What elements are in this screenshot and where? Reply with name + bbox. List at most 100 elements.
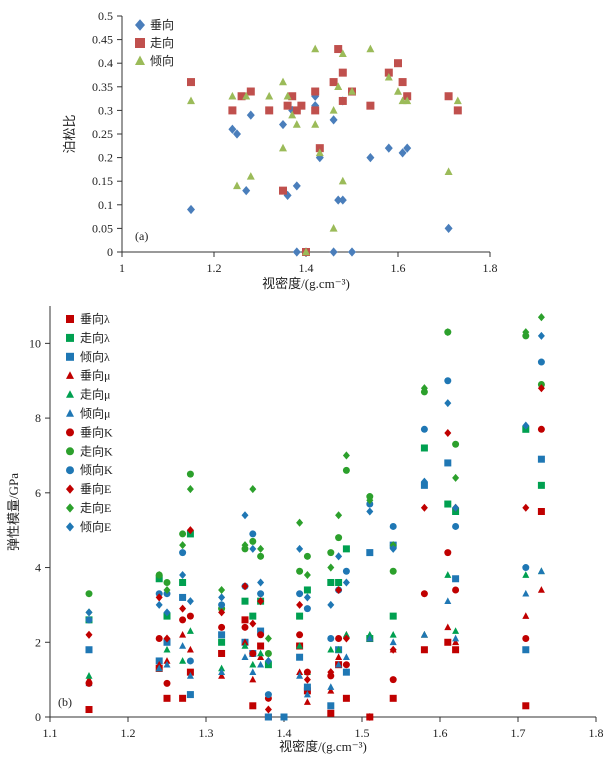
panel-a-data-point — [444, 223, 453, 233]
panel-b-data-point — [155, 600, 163, 609]
panel-b-data-point — [257, 649, 265, 657]
panel-b-series-5 — [85, 567, 545, 698]
panel-b-data-point — [389, 694, 397, 702]
panel-a-y-tick-label: 0 — [107, 245, 113, 259]
panel-b-data-point — [389, 645, 397, 654]
panel-b-data-point — [420, 425, 428, 433]
panel-b-data-point — [452, 586, 460, 594]
panel-b-data-point — [537, 586, 545, 593]
panel-a-y-tick-label: 0.2 — [98, 151, 113, 165]
panel-b-data-point — [163, 660, 171, 668]
panel-b-data-point — [452, 638, 460, 646]
panel-a-data-point — [384, 68, 393, 77]
panel-a-data-point — [187, 96, 195, 105]
panel-b-series-6 — [85, 425, 545, 721]
panel-b-data-point — [163, 578, 171, 586]
panel-b-data-point — [85, 608, 93, 617]
panel-b-data-point — [296, 600, 304, 609]
panel-a-chart: 1 1.2 1.4 1.6 1.8 0 0.05 0.1 0.15 0.2 0.25 0.3 0.35 0… — [62, 9, 498, 291]
panel-b-data-point — [186, 470, 194, 478]
panel-b-data-point — [280, 713, 288, 721]
panel-b-x-tick-label: 1.7 — [511, 726, 526, 740]
panel-a-data-point — [394, 59, 402, 68]
panel-b-data-point — [366, 630, 374, 638]
panel-b-data-point — [218, 593, 226, 602]
panel-b-data-point — [257, 544, 265, 553]
panel-b-data-point — [444, 638, 452, 646]
panel-b-data-point — [537, 425, 545, 433]
panel-b-data-point — [342, 630, 350, 638]
panel-b-data-point — [249, 619, 257, 628]
panel-b-data-point — [444, 597, 452, 604]
panel-a-y-tick-label: 0.15 — [92, 174, 113, 188]
panel-b-data-point — [366, 496, 374, 505]
panel-b-data-point — [249, 537, 257, 545]
panel-b-data-point — [257, 631, 265, 639]
panel-b-x-tick-label: 1.1 — [43, 726, 58, 740]
panel-a-y-tick-label: 0.25 — [92, 127, 113, 141]
panel-b-data-point — [241, 638, 249, 646]
panel-b-y-tick-label: 2 — [35, 635, 41, 649]
panel-b-data-point — [249, 649, 257, 657]
panel-a-data-point — [329, 115, 338, 125]
panel-a-data-point — [228, 106, 237, 115]
panel-b-data-point — [444, 429, 452, 438]
panel-b-series-0 — [85, 508, 545, 721]
panel-a-data-point — [394, 87, 402, 95]
panel-b-data-point — [218, 631, 226, 639]
panel-b-x-tick-label: 1.5 — [355, 726, 370, 740]
panel-b-data-point — [218, 608, 226, 617]
panel-b-data-point — [264, 713, 272, 721]
panel-b-data-point — [163, 657, 171, 664]
panel-b-data-point — [257, 590, 265, 598]
panel-b-data-point — [296, 544, 304, 553]
panel-b-data-point — [241, 597, 249, 605]
panel-b-data-point — [296, 653, 304, 661]
panel-b-data-point — [522, 702, 530, 710]
panel-b-series-9 — [85, 384, 545, 722]
panel-b-data-point — [85, 646, 93, 654]
panel-b-data-point — [264, 691, 272, 699]
panel-b-data-point — [327, 668, 335, 677]
panel-b-y-tick-label: 4 — [35, 561, 41, 575]
panel-b-series-7 — [85, 328, 545, 657]
panel-a-data-point — [366, 44, 375, 53]
panel-b-data-point — [366, 507, 374, 516]
panel-b-data-point — [264, 649, 272, 657]
panel-b-data-point — [179, 541, 187, 550]
panel-a-data-point — [338, 68, 347, 77]
panel-b-data-point — [452, 522, 460, 530]
panel-a-data-point — [453, 96, 462, 105]
panel-b-data-point — [420, 630, 428, 638]
panel-a-data-point — [288, 110, 297, 119]
panel-a-legend-label: 倾向 — [150, 53, 174, 68]
panel-a-data-point — [384, 72, 393, 81]
panel-a-data-point — [265, 91, 274, 100]
panel-b-data-point — [335, 578, 343, 586]
panel-b-legend-marker — [66, 390, 74, 398]
panel-a-data-point — [338, 49, 347, 57]
panel-b-data-point — [218, 623, 226, 631]
panel-a-x-tick-label: 1 — [119, 261, 125, 275]
panel-b-data-point — [155, 570, 163, 580]
panel-b-data-point — [327, 549, 335, 557]
panel-b-data-point — [452, 440, 460, 448]
panel-a-data-point — [292, 247, 301, 257]
panel-b-data-point — [257, 660, 265, 668]
panel-a-data-point — [279, 186, 287, 195]
panel-b-data-point — [218, 601, 226, 609]
panel-a-legend-marker — [135, 38, 145, 48]
panel-b-data-point — [179, 593, 187, 601]
panel-a-data-point — [366, 101, 375, 110]
panel-b-data-point — [303, 552, 311, 560]
panel-b-data-point — [444, 571, 452, 578]
panel-b-data-point — [257, 578, 265, 587]
panel-b-legend-marker — [66, 503, 74, 513]
panel-b-data-point — [537, 358, 545, 366]
panel-b-data-point — [327, 578, 335, 586]
panel-b-data-point — [366, 634, 374, 642]
panel-b-data-point — [186, 597, 194, 606]
panel-b-data-point — [420, 444, 428, 452]
panel-b-data-point — [342, 653, 350, 661]
